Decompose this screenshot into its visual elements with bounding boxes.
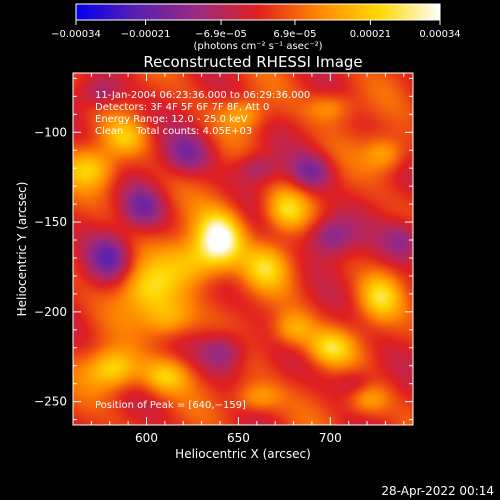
annotation-time: 11-Jan-2004 06:23:36.000 to 06:29:36.000 (95, 90, 310, 101)
y-tick-label: −100 (34, 125, 67, 139)
y-tick-label: −200 (34, 305, 67, 319)
colorbar-tick-label: −0.00021 (121, 29, 171, 40)
colorbar-gradient (75, 3, 441, 21)
info-annotations: 11-Jan-2004 06:23:36.000 to 06:29:36.000… (95, 90, 310, 411)
y-tick-label: −150 (34, 215, 67, 229)
chart-title: Reconstructed RHESSI Image (143, 53, 362, 71)
x-tick-label: 600 (135, 431, 158, 445)
axis-ticks: 600 650 700 −100 −150 −200 −250 (34, 73, 413, 445)
colorbar-tick-label: 0.00034 (419, 29, 460, 40)
y-axis-label: Heliocentric Y (arcsec) (15, 182, 29, 317)
colorbar-unit: (photons cm⁻² s⁻¹ asec⁻²) (193, 41, 322, 52)
colorbar: −0.00034 −0.00021 −6.9e−05 6.9e−05 0.00021 0.… (51, 3, 461, 52)
annotation-detectors: Detectors: 3F 4F 5F 6F 7F 8F, Att 0 (95, 102, 269, 113)
x-axis-label: Heliocentric X (arcsec) (175, 447, 311, 461)
y-tick-label: −250 (34, 395, 67, 409)
plot-area: 600 650 700 −100 −150 −200 −250 (34, 72, 414, 445)
annotation-energy: Energy Range: 12.0 - 25.0 keV (95, 114, 248, 125)
colorbar-ticks: −0.00034 −0.00021 −6.9e−05 6.9e−05 0.00021 0.… (51, 20, 461, 40)
colorbar-tick-label: 6.9e−05 (273, 29, 316, 40)
heatmap-image (73, 73, 413, 425)
annotation-clean: Clean Total counts: 4.05E+03 (95, 126, 252, 137)
timestamp: 28-Apr-2022 00:14 (381, 484, 494, 498)
colorbar-tick-label: −6.9e−05 (195, 29, 247, 40)
colorbar-tick-label: −0.00034 (51, 29, 101, 40)
x-tick-label: 650 (227, 431, 250, 445)
colorbar-tick-label: 0.00021 (350, 29, 391, 40)
peak-position-label: Position of Peak = [640,−159] (95, 400, 246, 411)
plot-frame (72, 72, 414, 426)
x-tick-label: 700 (319, 431, 342, 445)
